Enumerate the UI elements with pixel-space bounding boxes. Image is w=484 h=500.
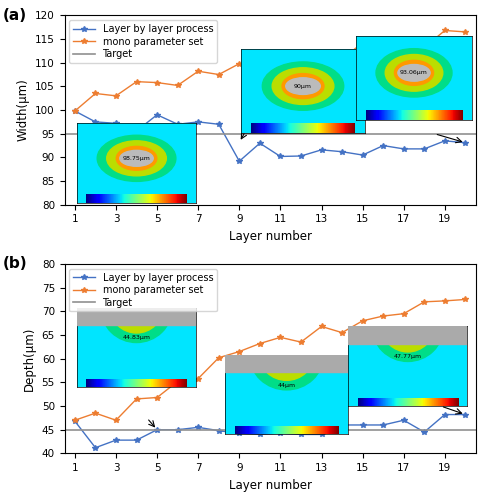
mono parameter set <box>257 340 263 346</box>
Layer by layer process <box>401 146 407 152</box>
Layer by layer process <box>154 112 160 118</box>
Layer by layer process <box>216 428 222 434</box>
mono parameter set <box>339 56 345 62</box>
mono parameter set <box>216 72 222 78</box>
Line: mono parameter set: mono parameter set <box>72 296 468 423</box>
Layer by layer process <box>216 122 222 128</box>
Layer by layer process <box>113 120 119 126</box>
mono parameter set <box>298 339 304 345</box>
mono parameter set <box>422 44 427 51</box>
mono parameter set <box>463 296 469 302</box>
Layer by layer process <box>442 412 448 418</box>
mono parameter set <box>277 58 283 64</box>
Layer by layer process <box>380 422 386 428</box>
mono parameter set <box>134 396 139 402</box>
mono parameter set <box>318 55 324 61</box>
mono parameter set <box>236 348 242 354</box>
Layer by layer process <box>442 138 448 144</box>
mono parameter set <box>463 29 469 35</box>
Y-axis label: Depth(μm): Depth(μm) <box>23 326 36 391</box>
Layer by layer process <box>72 418 78 424</box>
mono parameter set <box>360 318 365 324</box>
Layer by layer process <box>92 119 98 125</box>
Text: (a): (a) <box>3 8 27 23</box>
mono parameter set <box>134 78 139 84</box>
Layer by layer process <box>257 432 263 438</box>
Layer by layer process <box>154 426 160 432</box>
mono parameter set <box>442 28 448 34</box>
Layer by layer process <box>318 147 324 153</box>
Layer by layer process <box>195 424 201 430</box>
mono parameter set <box>72 417 78 423</box>
mono parameter set <box>401 310 407 316</box>
Layer by layer process <box>380 142 386 148</box>
mono parameter set <box>92 90 98 96</box>
Layer by layer process <box>257 140 263 146</box>
Line: mono parameter set: mono parameter set <box>72 28 468 114</box>
Layer by layer process <box>401 417 407 423</box>
mono parameter set <box>236 60 242 66</box>
Line: Layer by layer process: Layer by layer process <box>72 108 468 164</box>
Layer by layer process <box>195 119 201 125</box>
Layer by layer process <box>236 430 242 436</box>
Layer by layer process <box>175 426 181 432</box>
mono parameter set <box>175 82 181 88</box>
Layer by layer process <box>236 158 242 164</box>
mono parameter set <box>92 410 98 416</box>
Layer by layer process <box>134 437 139 443</box>
X-axis label: Layer number: Layer number <box>228 230 312 243</box>
mono parameter set <box>154 394 160 400</box>
mono parameter set <box>298 52 304 59</box>
mono parameter set <box>113 417 119 423</box>
Target <box>51 130 57 136</box>
Layer by layer process <box>463 412 469 418</box>
Layer by layer process <box>277 154 283 160</box>
Layer by layer process <box>339 148 345 154</box>
Text: (b): (b) <box>3 256 28 272</box>
mono parameter set <box>195 376 201 382</box>
Y-axis label: Width(μm): Width(μm) <box>16 78 30 142</box>
mono parameter set <box>257 69 263 75</box>
Layer by layer process <box>463 140 469 145</box>
Layer by layer process <box>134 128 139 134</box>
X-axis label: Layer number: Layer number <box>228 478 312 492</box>
Layer by layer process <box>277 430 283 436</box>
Target <box>72 426 78 432</box>
Target <box>51 426 57 432</box>
mono parameter set <box>277 334 283 340</box>
Layer by layer process <box>92 444 98 450</box>
Layer by layer process <box>360 422 365 428</box>
Layer by layer process <box>72 108 78 114</box>
Layer by layer process <box>175 122 181 128</box>
mono parameter set <box>380 313 386 319</box>
Layer by layer process <box>422 146 427 152</box>
mono parameter set <box>195 68 201 74</box>
Layer by layer process <box>298 153 304 159</box>
Layer by layer process <box>360 152 365 158</box>
Layer by layer process <box>318 432 324 438</box>
Line: Layer by layer process: Layer by layer process <box>72 412 468 451</box>
mono parameter set <box>422 299 427 305</box>
mono parameter set <box>72 108 78 114</box>
mono parameter set <box>175 378 181 384</box>
Layer by layer process <box>298 432 304 438</box>
mono parameter set <box>442 298 448 304</box>
mono parameter set <box>216 354 222 360</box>
mono parameter set <box>360 40 365 46</box>
mono parameter set <box>380 46 386 52</box>
mono parameter set <box>318 324 324 330</box>
mono parameter set <box>113 93 119 99</box>
Legend: Layer by layer process, mono parameter set, Target: Layer by layer process, mono parameter s… <box>70 269 217 312</box>
mono parameter set <box>154 80 160 86</box>
mono parameter set <box>339 330 345 336</box>
mono parameter set <box>401 48 407 54</box>
Target <box>72 130 78 136</box>
Layer by layer process <box>113 437 119 443</box>
Layer by layer process <box>339 422 345 428</box>
Legend: Layer by layer process, mono parameter set, Target: Layer by layer process, mono parameter s… <box>70 20 217 63</box>
Layer by layer process <box>422 429 427 435</box>
